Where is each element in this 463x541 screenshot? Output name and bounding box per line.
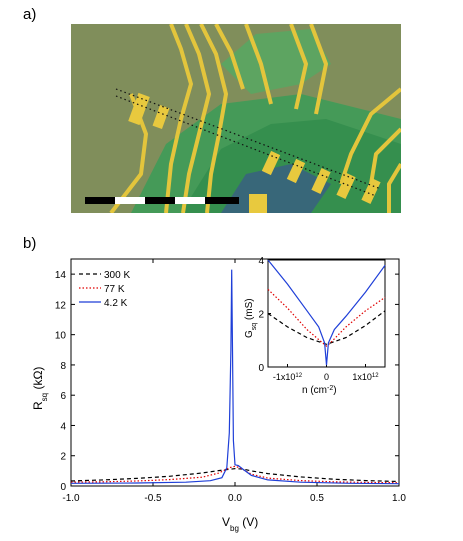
main-x-tick-label: -1.0: [62, 493, 80, 504]
inset-lines-line-42K: [267, 259, 386, 366]
main-y-tick-label: 0: [60, 482, 66, 493]
main-y-ticks: 0 2 4 6 8 10 12 14: [55, 270, 399, 493]
inset-x-tick-label: -1x1012: [273, 372, 303, 382]
inset-x-axis-label: n (cm-2): [302, 385, 337, 397]
legend-label-42K: 4.2 K: [104, 298, 128, 309]
inset-y-tick-label: 0: [258, 363, 264, 374]
main-x-tick-label: -0.5: [144, 493, 162, 504]
inset-y-axis-label: Gsq (mS): [244, 298, 258, 338]
inset-x-ticks: -1x1012 0 1x1012: [273, 364, 379, 382]
main-x-tick-label: 0.5: [310, 493, 324, 504]
panel-a-label: a): [23, 6, 37, 23]
main-lines-line-42K: [70, 269, 400, 485]
main-lines-line-300K: [70, 467, 400, 483]
inset-y-tick-label: 2: [258, 310, 264, 321]
legend-label-77K: 77 K: [104, 284, 125, 295]
chart-legend: 300 K 77 K 4.2 K: [79, 270, 130, 309]
inset-lines-line-300K: [267, 310, 386, 345]
main-series: [70, 269, 400, 485]
device-micrograph: [71, 24, 401, 213]
main-y-tick-label: 10: [55, 331, 67, 342]
panel-b-label: b): [23, 235, 37, 252]
main-x-tick-label: 1.0: [392, 493, 406, 504]
main-y-tick-label: 6: [60, 391, 66, 402]
inset-plot-frame: [267, 259, 386, 368]
main-y-tick-label: 4: [60, 421, 66, 432]
main-y-tick-label: 2: [60, 452, 66, 463]
main-y-tick-label: 8: [60, 361, 66, 372]
main-x-axis-label: Vbg (V): [222, 515, 258, 533]
inset-series: [267, 259, 386, 366]
inset-y-tick-label: 4: [258, 256, 264, 267]
main-y-tick-label: 12: [55, 300, 67, 311]
main-lines-line-77K: [70, 465, 400, 484]
main-y-axis-label: Rsq (kΩ): [31, 367, 49, 410]
inset-lines-line-77K: [267, 288, 386, 347]
main-x-tick-label: 0.0: [228, 493, 242, 504]
inset-x-tick-label: 1x1012: [352, 372, 379, 382]
legend-label-300K: 300 K: [104, 270, 130, 281]
main-x-ticks: -1.0 -0.5 0.0 0.5 1.0: [62, 259, 406, 504]
device-micrograph-drawing: [71, 24, 401, 213]
main-y-tick-label: 14: [55, 270, 67, 281]
inset-x-tick-label: 0: [324, 372, 329, 382]
